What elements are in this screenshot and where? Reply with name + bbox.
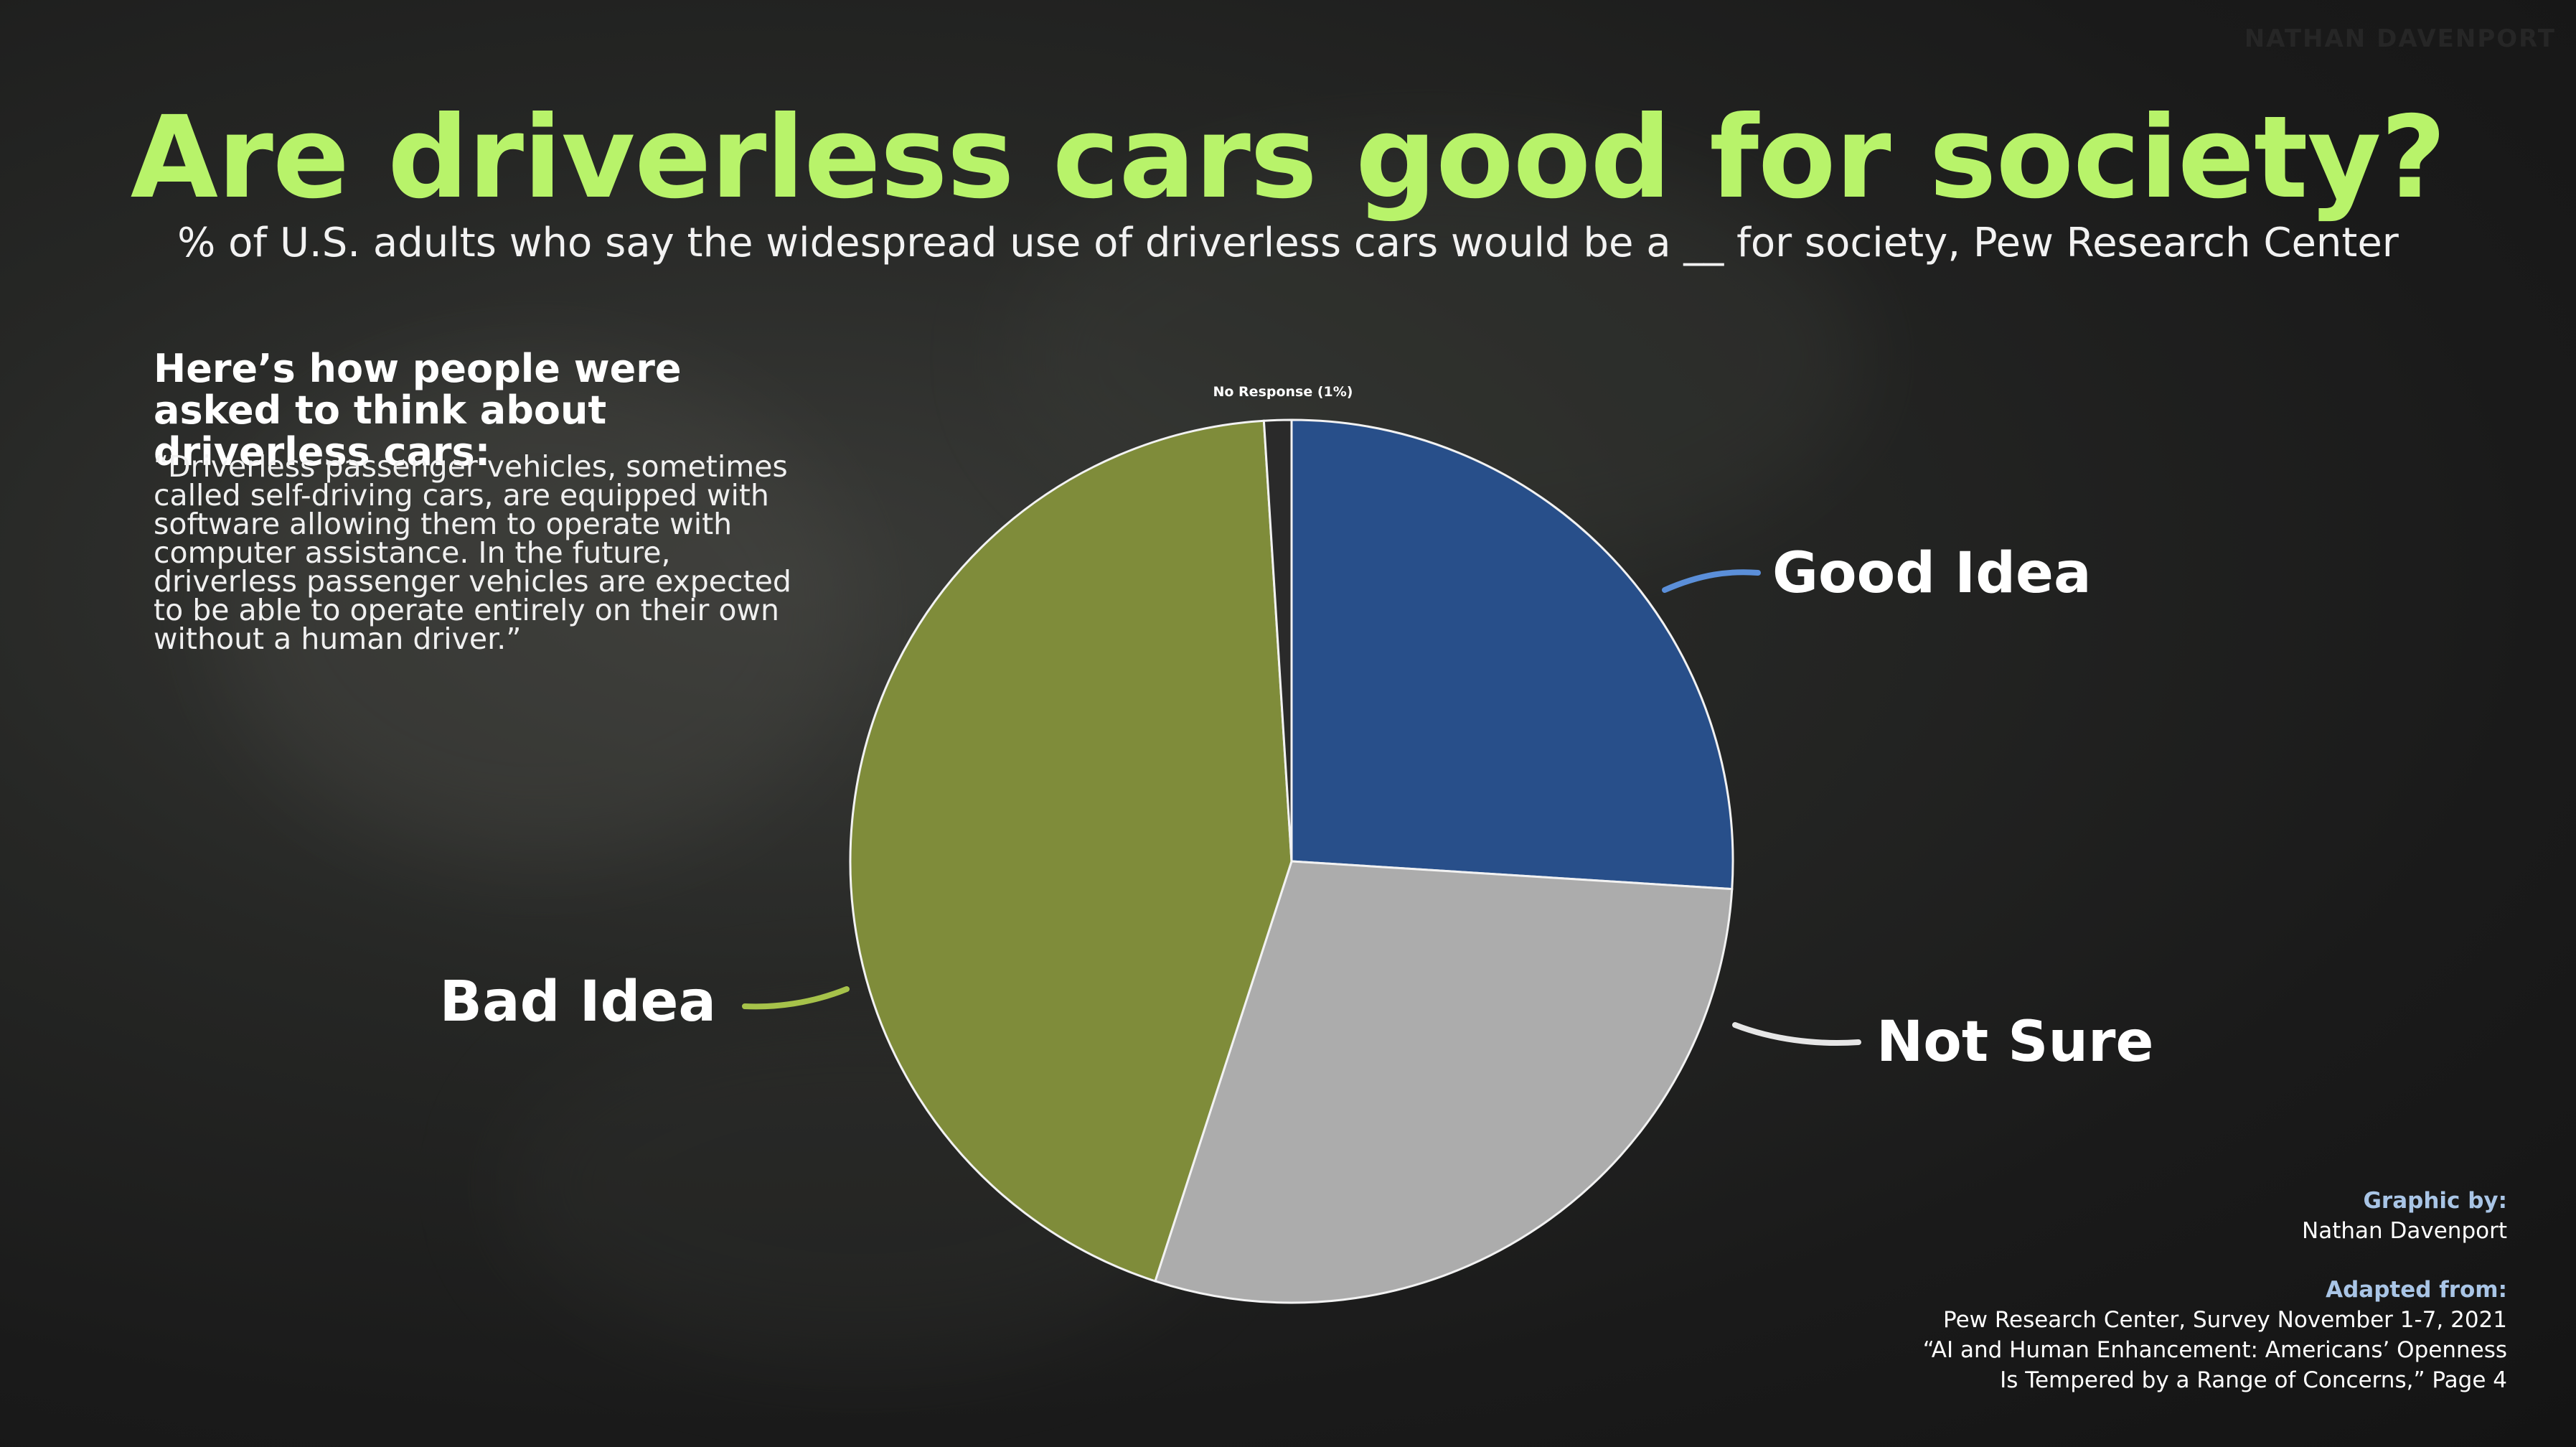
pie-slice-bad-idea	[849, 419, 1293, 1283]
adapted-from-label: Adapted from:	[2326, 1277, 2507, 1303]
source-line: Is Tempered by a Range of Concerns,” Pag…	[2000, 1367, 2507, 1393]
graphic-by-name: Nathan Davenport	[2302, 1218, 2507, 1244]
slice-label: No Response (1%)	[1213, 384, 1353, 400]
leader-line	[1662, 569, 1761, 593]
explainer-quote: “Driverless passenger vehicles, sometime…	[154, 449, 791, 656]
graphic-by-label: Graphic by:	[2363, 1188, 2507, 1214]
source-line: Pew Research Center, Survey November 1-7…	[1942, 1307, 2507, 1333]
pie-slice-not-sure	[1154, 860, 1734, 1304]
background-blur	[215, 359, 861, 861]
chart-title: Are driverless cars good for society?	[130, 92, 2447, 224]
leader-line	[742, 986, 850, 1010]
slice-label: Not Sure	[1876, 1010, 2153, 1074]
slice-label: Good Idea	[1772, 541, 2092, 606]
explainer-heading: Here’s how people were asked to think ab…	[154, 346, 682, 474]
credits: Graphic by: Nathan Davenport Adapted fro…	[1718, 1186, 2507, 1395]
pie-slice-good-idea	[1290, 418, 1734, 891]
pie-slice-no-response-1	[1262, 418, 1293, 862]
chart-subtitle: % of U.S. adults who say the widespread …	[177, 220, 2399, 266]
leader-line	[1732, 1022, 1861, 1046]
source-line: “AI and Human Enhancement: Americans’ Op…	[1922, 1337, 2507, 1363]
slice-label: Bad Idea	[440, 970, 716, 1034]
watermark: NATHAN DAVENPORT	[2244, 24, 2556, 53]
